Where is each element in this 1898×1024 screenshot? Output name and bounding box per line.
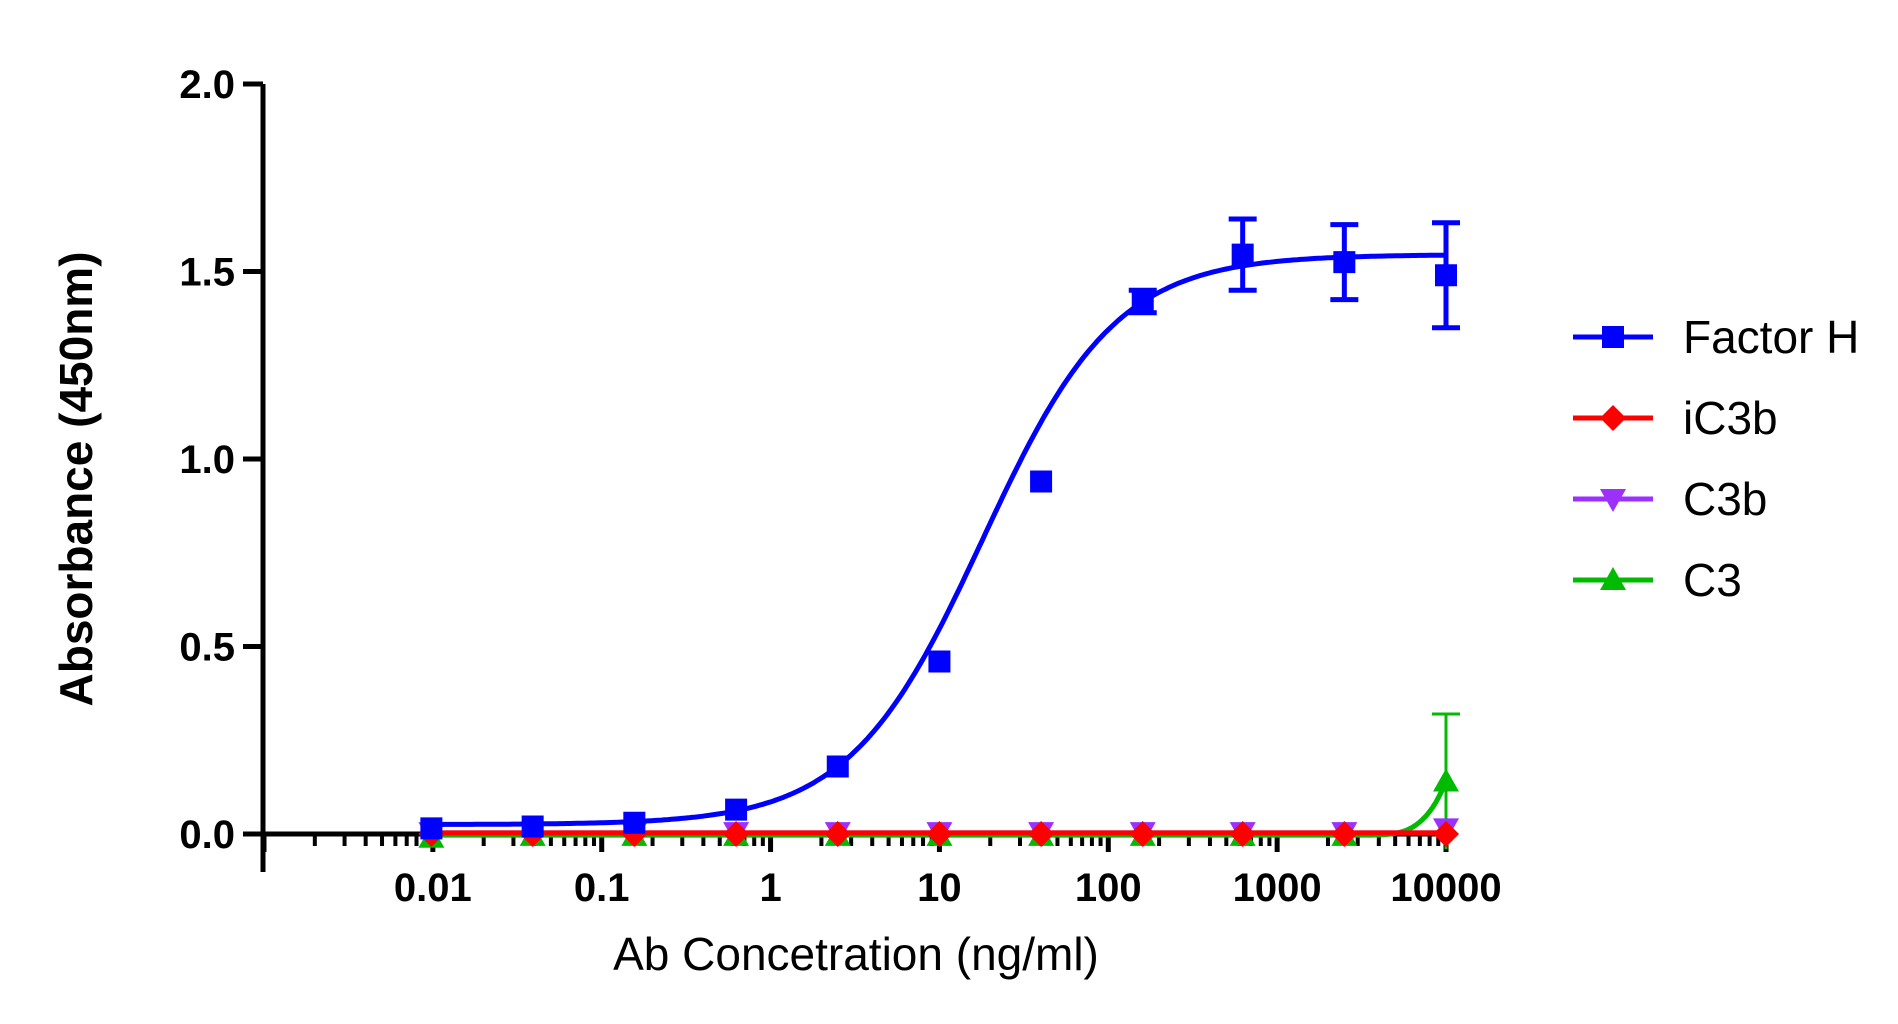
x-axis-title: Ab Concetration (ng/ml) (613, 928, 1099, 980)
data-point (1231, 243, 1254, 266)
data-point (824, 821, 851, 847)
x-tick-label: 0.01 (394, 866, 472, 910)
legend-item: C3b (1573, 473, 1767, 525)
data-point (420, 817, 443, 840)
data-point (521, 815, 544, 838)
fit-curve (431, 252, 1446, 827)
data-point (1433, 768, 1459, 792)
x-tick-label: 0.1 (574, 866, 630, 910)
legend-label: iC3b (1683, 392, 1778, 444)
x-tick-label: 1 (759, 866, 781, 910)
y-tick-label: 0.0 (179, 813, 235, 857)
x-tick-label: 10 (917, 866, 962, 910)
data-point (723, 821, 750, 847)
legend-item: C3 (1573, 554, 1742, 606)
legend: Factor H iC3b C3b C3 (1573, 311, 1859, 606)
data-point (1435, 264, 1457, 287)
plot-area (418, 216, 1460, 849)
legend-marker (1600, 567, 1626, 590)
data-point (1331, 821, 1358, 847)
y-tick-label: 1.0 (179, 438, 235, 482)
x-axis: 0.01 0.1 1 10 100 1000 10000 (261, 831, 1502, 910)
legend-label: C3b (1683, 473, 1767, 525)
data-point (1433, 821, 1459, 847)
series-factor-h (420, 216, 1460, 840)
data-point (1333, 251, 1356, 274)
legend-item: Factor H (1573, 311, 1859, 363)
y-tick-label: 1.5 (179, 251, 235, 295)
legend-label: Factor H (1683, 311, 1859, 363)
x-tick-label: 10000 (1390, 866, 1501, 910)
x-tick-label: 100 (1075, 866, 1142, 910)
data-point (1129, 821, 1156, 847)
y-axis: 0.0 0.5 1.0 1.5 2.0 (179, 63, 266, 872)
legend-marker (1600, 405, 1626, 431)
legend-item: iC3b (1573, 392, 1778, 444)
data-point (1229, 821, 1256, 847)
data-point (1028, 821, 1055, 847)
legend-marker (1602, 326, 1624, 348)
data-point (1131, 290, 1154, 313)
legend-label: C3 (1683, 554, 1742, 606)
data-point (928, 650, 951, 673)
data-point (926, 821, 953, 847)
y-tick-label: 0.5 (179, 626, 235, 670)
data-point (623, 811, 646, 834)
data-point (826, 755, 849, 778)
y-axis-title: Absorbance (450nm) (50, 251, 102, 706)
data-point (1030, 470, 1053, 493)
y-tick-label: 2.0 (179, 63, 235, 107)
legend-marker (1600, 489, 1626, 512)
x-tick-label: 1000 (1233, 866, 1322, 910)
data-point (725, 798, 748, 821)
